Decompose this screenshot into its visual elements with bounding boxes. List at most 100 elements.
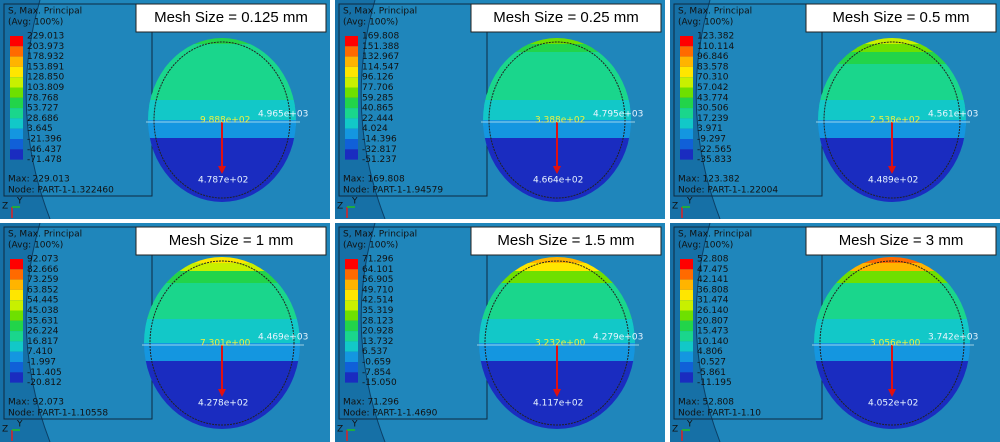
contour-panel: 3.388e+02 4.795e+03 4.664e+02 S, Max. Princ… [335,0,665,219]
model-edge-line [695,0,721,219]
legend-swatch [345,279,358,290]
legend-value: 53.727 [27,104,59,114]
legend-value: 169.808 [362,32,399,42]
legend-swatch [680,36,693,47]
legend-swatch [345,310,358,321]
legend-swatch [680,331,693,342]
legend-swatch [345,139,358,150]
legend-swatch [10,36,23,47]
title-box [805,226,997,256]
legend-value: -46.437 [27,145,62,155]
legend-swatch [10,300,23,311]
legend-swatch [10,259,23,270]
legend-value: 42.514 [362,296,394,306]
contour-band [148,64,296,106]
legend-swatch [345,362,358,373]
legend-swatch [345,97,358,109]
legend-swatch [345,66,358,78]
hole-outline [488,41,626,199]
legend-swatch [680,320,693,332]
legend-header: S, Max. Principal [343,7,417,17]
legend-swatch [10,128,23,139]
legend-header: (Avg: 100%) [678,241,733,251]
legend-value: -1.997 [27,358,56,368]
legend-value: 64.101 [362,265,394,275]
legend-swatch [345,56,358,67]
legend-swatch [345,87,358,98]
legend-swatch [680,77,693,88]
legend-value: 178.932 [27,52,64,62]
label-bottom: 4.117e+02 [533,399,583,409]
arrow-head [888,389,896,397]
legend-value: -35.833 [697,155,732,165]
legend-value: 153.891 [27,62,64,72]
legend-swatch [680,300,693,311]
triad-label: Z [672,425,678,435]
max-text: Max: 71.296 [343,398,399,408]
legend-swatch [345,46,358,57]
legend-swatch [10,310,23,321]
triad-label: Y [686,420,693,430]
legend-value: 43.774 [697,93,729,103]
legend-swatch [10,341,23,352]
legend-swatch [10,87,23,98]
arrow-head [888,166,896,174]
legend-value: 15.473 [697,327,729,337]
arrow-head [553,166,561,174]
legend-value: -20.812 [27,378,62,388]
legend-header: S, Max. Principal [678,230,752,240]
legend-swatch [680,341,693,352]
legend-value: 151.388 [362,42,399,52]
legend-swatch [680,66,693,78]
legend-header: (Avg: 100%) [8,241,63,251]
legend-value: 40.865 [362,104,394,114]
legend-value: -0.659 [362,358,391,368]
legend-value: 63.852 [27,285,59,295]
legend-value: 4.024 [362,124,388,134]
legend-value: 45.038 [27,306,59,316]
legend-value: 78.768 [27,93,59,103]
label-center: 2.538e+02 [870,116,920,126]
legend-value: 4.806 [697,347,723,357]
title-box [805,3,997,33]
legend-value: -32.817 [362,145,397,155]
title-box [135,226,327,256]
legend-swatch [10,351,23,362]
panel-title: Mesh Size = 0.5 mm [832,9,969,26]
triad-label: Z [2,425,8,435]
triad-label: Z [337,425,343,435]
legend-value: 35.319 [362,306,394,316]
legend-swatch [345,372,358,383]
legend-swatch [10,279,23,290]
node-text: Node: PART-1-1.4690 [343,409,438,419]
legend-swatch [345,77,358,88]
legend-value: -9.297 [697,135,726,145]
legend-value: 203.973 [27,42,64,52]
legend-value: 77.706 [362,83,394,93]
legend-value: 16.817 [27,337,59,347]
legend-value: -14.396 [362,135,397,145]
legend-value: 17.239 [697,114,729,124]
label-center: 9.888e+02 [200,116,250,126]
legend-header: (Avg: 100%) [8,18,63,28]
legend-swatch [345,259,358,270]
legend-value: 31.474 [697,296,729,306]
legend-header: (Avg: 100%) [343,241,398,251]
arrow-head [553,389,561,397]
legend-value: 35.631 [27,316,59,326]
max-text: Max: 52.808 [678,398,734,408]
legend-value: 83.578 [697,62,729,72]
legend-swatch [680,372,693,383]
legend-value: 49.710 [362,285,394,295]
legend-value: 103.809 [27,83,64,93]
legend-header: S, Max. Principal [343,230,417,240]
legend-swatch [345,331,358,342]
contour-panel: 7.301e+00 4.469e+03 4.278e+02 S, Max. Princ… [0,223,330,442]
legend-value: 54.445 [27,296,59,306]
model-edge-line [25,0,51,219]
legend-value: 22.444 [362,114,394,124]
hole-outline [823,41,961,199]
legend-header: S, Max. Principal [8,7,82,17]
legend-swatch [10,289,23,301]
hole-outline [819,260,965,426]
